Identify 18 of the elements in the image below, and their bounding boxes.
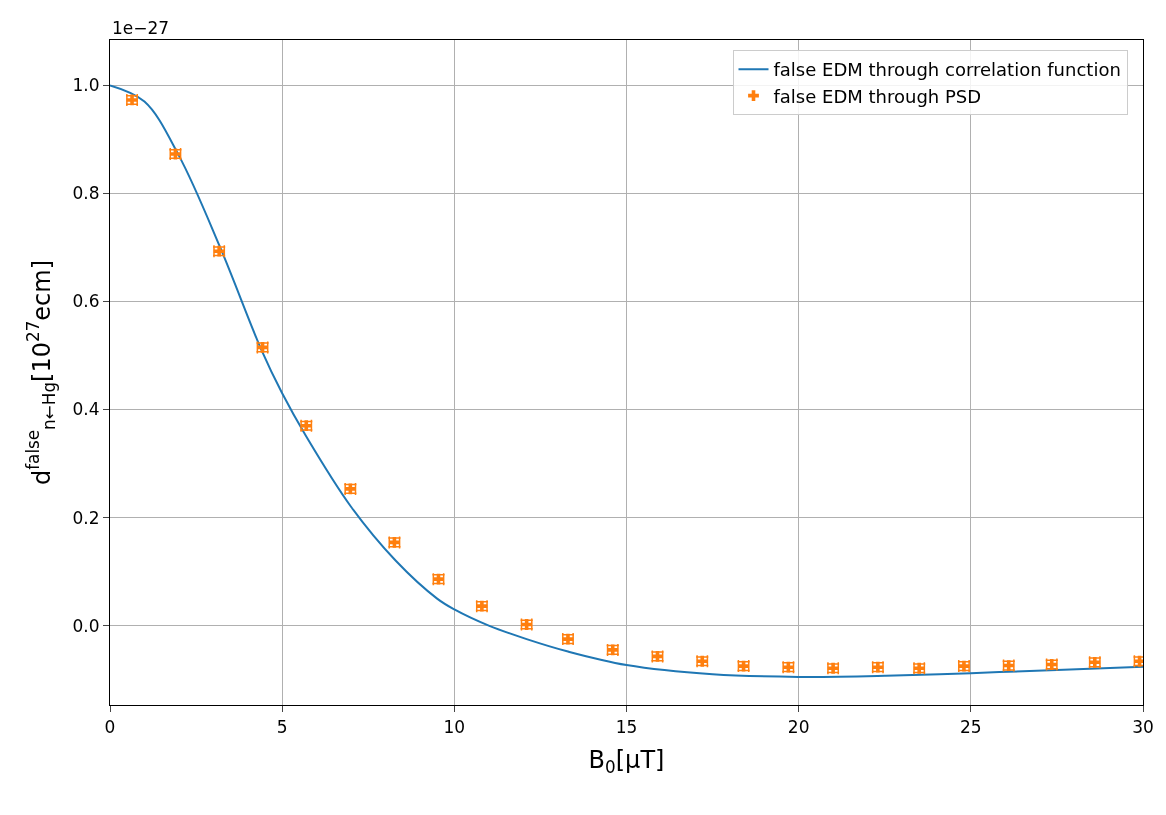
y-tick-label: 0.0: [72, 615, 100, 636]
line-series: [110, 84, 1143, 678]
text: 1e−27: [112, 18, 170, 38]
y-tick-label: 0.6: [72, 291, 100, 312]
x-tick-label: 5: [276, 716, 288, 737]
legend-label: false EDM through PSD: [773, 85, 982, 107]
legend-label: false EDM through correlation function: [773, 59, 1121, 81]
x-tick-label: 0: [104, 716, 116, 737]
x-tick-label: 25: [960, 716, 982, 737]
y-tick-label: 1.0: [72, 75, 100, 96]
x-tick-label: 15: [615, 716, 638, 737]
y-tick-label: 0.2: [72, 507, 100, 528]
y-tick-label: 0.4: [72, 399, 100, 420]
x-tick-label: 20: [787, 716, 810, 737]
x-tick-label: 30: [1132, 716, 1154, 737]
x-axis-title: B$_{0}$[μT]: [588, 745, 665, 777]
y-tick-label: 0.8: [72, 183, 100, 204]
x-tick-label: 10: [443, 716, 466, 737]
